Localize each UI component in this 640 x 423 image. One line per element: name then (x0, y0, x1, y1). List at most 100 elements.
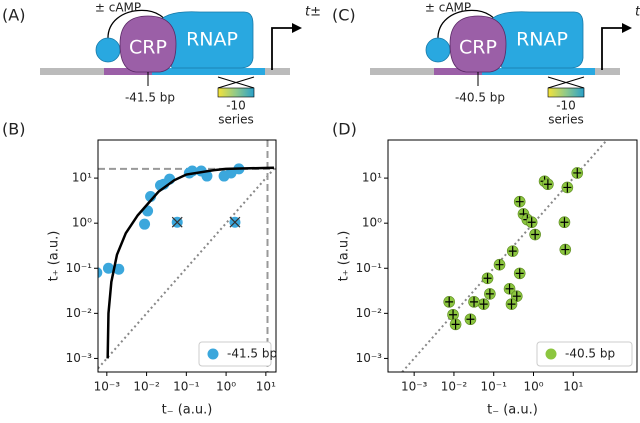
box-lines (547, 76, 585, 89)
protein-label: CRP (459, 37, 497, 59)
x-tick-label: 10¹ (256, 380, 276, 394)
panel-label: (D) (332, 120, 357, 139)
y-tick-label: 10¹ (72, 171, 92, 185)
point-cross (573, 167, 582, 178)
legend-marker (545, 348, 557, 360)
panel-label: (C) (332, 6, 356, 25)
crp-shape (119, 15, 177, 73)
point-cross (449, 309, 458, 320)
crp-site (104, 68, 152, 75)
y-axis-title: t₊ (a.u.) (337, 231, 352, 282)
tss-arrow (271, 27, 294, 70)
legend-box (198, 341, 272, 367)
element-label: series (218, 113, 254, 127)
rnap-shape (157, 11, 254, 69)
ligand-label: ± cAMP (95, 1, 141, 15)
rnap-site (152, 68, 265, 75)
point-cross (505, 283, 514, 294)
legend-marker (207, 348, 219, 360)
point-cross (560, 217, 569, 228)
data-point (98, 267, 103, 279)
position-label: -41.5 bp (125, 91, 175, 105)
chart: 10⁻³ 10⁻² 10⁻¹ 10⁰ 10¹ 10⁻³ 10⁻² 10⁻¹ 10⁰ 10¹ (D) t… (332, 120, 638, 418)
point-cross (229, 216, 241, 228)
y-axis-title: t₊ (a.u.) (47, 231, 62, 282)
point-cross (466, 314, 475, 325)
y-tick-label: 10⁰ (362, 216, 382, 230)
element-label: -10 (226, 99, 246, 113)
protein-label: RNAP (516, 29, 568, 51)
rnap-site (482, 68, 595, 75)
point-cross (470, 296, 479, 307)
identity-line (401, 140, 608, 372)
point-cross (531, 229, 540, 240)
point-cross (515, 196, 524, 207)
point-cross (495, 259, 504, 270)
axes-frame (387, 139, 638, 373)
data-point (113, 263, 125, 275)
x-tick-label: 10⁻² (133, 380, 160, 394)
point-cross (508, 246, 517, 257)
crp-shape (449, 15, 507, 73)
y-tick-label: 10⁻³ (356, 351, 383, 365)
point-cross (445, 296, 454, 307)
legend-label: -41.5 bp (227, 347, 277, 361)
arrow-head (292, 23, 302, 33)
data-point (201, 170, 213, 182)
point-cross (451, 319, 460, 330)
y-tick-label: 10¹ (362, 171, 382, 185)
y-tick-label: 10⁻² (356, 306, 383, 320)
x-tick-label: 10⁻² (441, 380, 468, 394)
x-tick-label: 10⁻¹ (481, 380, 508, 394)
data-point (139, 218, 151, 230)
protein-label: RNAP (186, 29, 238, 51)
legend-box (536, 341, 633, 367)
camp (95, 37, 121, 63)
point-cross (515, 268, 524, 279)
point-cross (527, 217, 536, 228)
tss-arrow (601, 27, 624, 70)
y-tick-label: 10⁻¹ (66, 261, 93, 275)
x-tick-label: 10⁰ (523, 380, 543, 394)
x-axis-title: t₋ (a.u.) (162, 403, 213, 418)
arrow-head (622, 23, 632, 33)
box-lines (217, 76, 255, 89)
protein-label: CRP (129, 37, 167, 59)
panel-label: (B) (2, 120, 25, 139)
camp (425, 37, 451, 63)
point-cross (483, 273, 492, 284)
y-tick-label: 10⁻¹ (356, 261, 383, 275)
point-cross (512, 291, 521, 302)
x-tick-label: 10⁰ (216, 380, 236, 394)
point-cross (479, 299, 488, 310)
minus10-box (217, 87, 255, 98)
minus10-box (547, 87, 585, 98)
y-tick-label: 10⁻² (66, 306, 93, 320)
y-tick-label: 10⁻³ (66, 351, 93, 365)
position-label: -40.5 bp (455, 91, 505, 105)
x-tick-label: 10⁻¹ (173, 380, 200, 394)
fit-line (106, 166, 274, 359)
y-tick-label: 10⁰ (72, 216, 92, 230)
panel-label: (A) (2, 6, 25, 25)
point-cross (561, 244, 570, 255)
point-cross (543, 179, 552, 190)
ligand-label: ± cAMP (425, 1, 471, 15)
plot-area (401, 140, 608, 372)
x-axis-title: t₋ (a.u.) (487, 403, 538, 418)
plot-area (98, 140, 276, 372)
axes-frame (97, 139, 277, 373)
point-cross (485, 288, 494, 299)
legend-label: -40.5 bp (565, 347, 615, 361)
element-label: -10 (556, 99, 576, 113)
data-point (102, 262, 114, 274)
point-cross (171, 216, 183, 228)
crp-site (434, 68, 482, 75)
point-cross (563, 182, 572, 193)
element-label: series (548, 113, 584, 127)
rnap-shape (487, 11, 584, 69)
identity-line (98, 165, 276, 370)
